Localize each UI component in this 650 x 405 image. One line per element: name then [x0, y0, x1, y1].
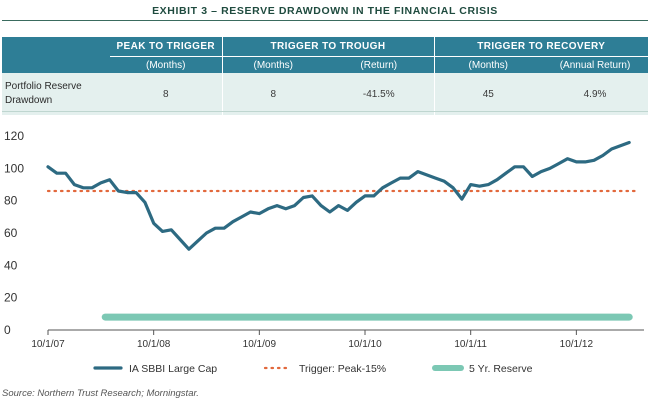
subheader-annual-return: (Annual Return) — [542, 56, 649, 73]
y-tick-label: 100 — [4, 161, 24, 175]
line-chart: 0 20 40 60 80 100 120 10/1/07 10/1/08 10/1/09 10/1… — [4, 129, 644, 375]
y-tick-label: 120 — [4, 129, 24, 143]
table-subheader-row: (Months) (Months) (Return) (Months) (Ann… — [2, 56, 649, 73]
y-tick-label: 60 — [4, 226, 18, 240]
x-tick-label: 10/1/11 — [454, 339, 487, 350]
subheader-months-3: (Months) — [433, 56, 543, 73]
source-note: Source: Northern Trust Research; Morning… — [2, 388, 199, 399]
table-corner-cell — [2, 37, 110, 57]
y-tick-label: 40 — [4, 258, 18, 272]
cell-recovery-months: 45 — [433, 73, 543, 115]
header-trigger-to-recovery: TRIGGER TO RECOVERY — [433, 37, 649, 57]
header-trigger-to-trough: TRIGGER TO TROUGH — [221, 37, 435, 57]
x-tick-label: 10/1/07 — [31, 339, 65, 350]
legend-trigger-label: Trigger: Peak-15% — [299, 363, 386, 375]
x-tick-label: 10/1/10 — [348, 339, 382, 350]
legend-reserve-label: 5 Yr. Reserve — [469, 363, 533, 375]
table-header-row: PEAK TO TRIGGER TRIGGER TO TROUGH TRIGGE… — [2, 37, 649, 57]
x-tick-label: 10/1/09 — [243, 339, 277, 350]
table-corner-cell-sub — [2, 56, 110, 73]
series-line-ia-sbbi — [46, 140, 631, 251]
title-rule — [2, 20, 648, 21]
cell-trough-months: 8 — [221, 73, 324, 115]
row-label: Portfolio Reserve Drawdown — [2, 73, 110, 115]
table-bottom-rule — [2, 111, 648, 112]
subheader-return: (Return) — [324, 56, 435, 73]
cell-trough-return: -41.5% — [324, 73, 435, 115]
cell-peak-to-trigger-months: 8 — [110, 73, 222, 115]
exhibit-title: EXHIBIT 3 – RESERVE DRAWDOWN IN THE FINA… — [152, 5, 498, 17]
x-tick-label: 10/1/12 — [560, 339, 594, 350]
subheader-months-2: (Months) — [221, 56, 324, 73]
y-tick-label: 0 — [4, 323, 11, 337]
y-tick-label: 20 — [4, 291, 18, 305]
table-row: Portfolio Reserve Drawdown 8 8 -41.5% 45… — [2, 73, 649, 115]
x-tick-label: 10/1/08 — [137, 339, 171, 350]
summary-table: PEAK TO TRIGGER TRIGGER TO TROUGH TRIGGE… — [2, 37, 649, 115]
y-tick-label: 80 — [4, 194, 18, 208]
subheader-months-1: (Months) — [110, 56, 222, 73]
legend-ia-sbbi-label: IA SBBI Large Cap — [129, 363, 217, 375]
header-peak-to-trigger: PEAK TO TRIGGER — [110, 37, 222, 57]
cell-recovery-annual-return: 4.9% — [542, 73, 649, 115]
